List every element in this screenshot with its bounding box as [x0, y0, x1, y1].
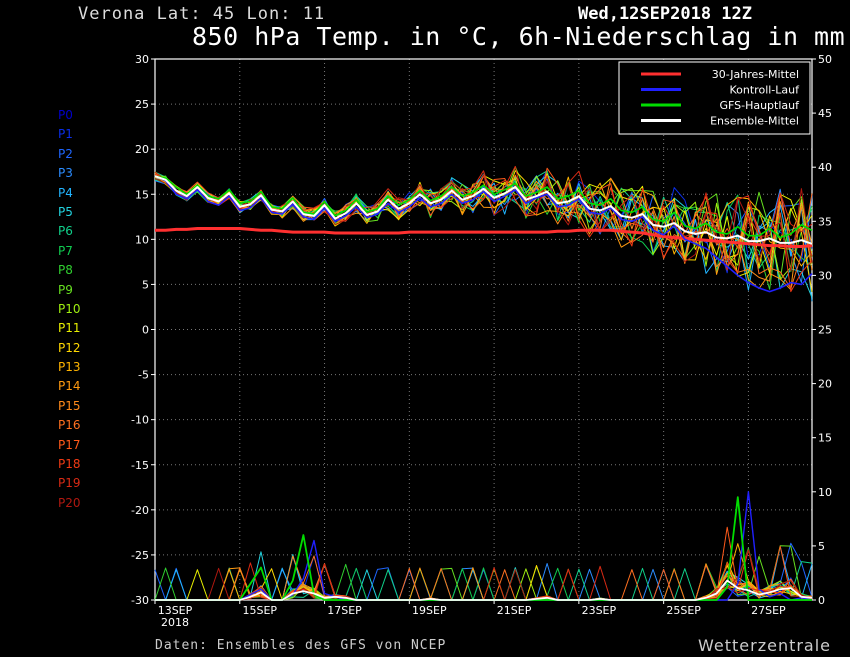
legend-label: Ensemble-Mittel: [710, 115, 799, 128]
y-tick-label-left: -20: [131, 504, 149, 517]
member-label-p4: P4: [58, 185, 73, 200]
x-tick-label: 23SEP: [582, 604, 617, 617]
control-temp-line: [154, 175, 813, 293]
member-label-p14: P14: [58, 379, 81, 394]
ensemble-mean-temp-line: [154, 175, 813, 245]
data-source-note: Daten: Ensembles des GFS von NCEP: [155, 638, 447, 653]
y-tick-label-left: 10: [135, 233, 149, 246]
y-tick-label-right: 0: [818, 594, 825, 607]
y-tick-label-left: 5: [142, 278, 149, 291]
y-tick-label-left: 25: [135, 98, 149, 111]
x-tick-label: 19SEP: [412, 604, 447, 617]
y-tick-label-left: 15: [135, 188, 149, 201]
member-label-p5: P5: [58, 204, 73, 219]
member-label-p0: P0: [58, 108, 73, 122]
y-tick-label-left: 0: [142, 324, 149, 337]
member-label-p19: P19: [58, 476, 81, 491]
x-tick-label: 27SEP: [751, 604, 786, 617]
ensemble-mean-precip-line: [155, 579, 813, 601]
member-label-p20: P20: [58, 495, 81, 510]
location-label: Verona Lat: 45 Lon: 11: [78, 4, 326, 24]
y-tick-label-right: 10: [818, 486, 832, 499]
member-label-p11: P11: [58, 321, 81, 336]
y-tick-label-left: -10: [131, 414, 149, 427]
chart-title: 850 hPa Temp. in °C, 6h-Niederschlag in …: [192, 22, 846, 51]
y-tick-label-right: 30: [818, 269, 832, 282]
y-tick-label-right: 5: [818, 540, 825, 553]
y-tick-label-left: 20: [135, 143, 149, 156]
member-label-p7: P7: [58, 243, 73, 258]
brand-label: Wetterzentrale: [698, 636, 832, 655]
member-label-p12: P12: [58, 340, 81, 355]
y-tick-label-left: -15: [131, 459, 149, 472]
y-tick-label-right: 25: [818, 324, 832, 337]
climate-mean-temp-line: [155, 227, 813, 248]
member-label-p6: P6: [58, 224, 73, 239]
legend-label: 30-Jahres-Mittel: [712, 68, 799, 81]
run-datetime: Wed,12SEP2018 12Z: [578, 4, 752, 24]
member-label-p1: P1: [58, 127, 73, 142]
member-label-p17: P17: [58, 437, 81, 452]
x-tick-label: 25SEP: [666, 604, 701, 617]
y-tick-label-right: 40: [818, 161, 832, 174]
x-tick-label: 17SEP: [327, 604, 362, 617]
member-label-p13: P13: [58, 360, 81, 375]
member-label-p16: P16: [58, 418, 81, 433]
x-tick-label: 21SEP: [497, 604, 532, 617]
member-precip-line-p17: [155, 526, 813, 601]
ensemble-member-list: P0 P1 P2 P3 P4 P5 P6 P7 P8 P9 P10 P11 P12 P13 P14 P15 P1…: [58, 108, 81, 515]
y-tick-label-left: -25: [131, 549, 149, 562]
member-label-p18: P18: [58, 457, 81, 472]
member-label-p15: P15: [58, 398, 81, 413]
member-label-p10: P10: [58, 301, 81, 316]
y-tick-label-right: 35: [818, 215, 832, 228]
y-tick-label-left: -30: [131, 594, 149, 607]
legend-label: Kontroll-Lauf: [730, 84, 801, 97]
member-label-p9: P9: [58, 282, 73, 297]
member-label-p2: P2: [58, 146, 73, 161]
y-tick-label-left: -5: [138, 369, 149, 382]
member-label-p3: P3: [58, 166, 73, 181]
x-tick-label: 13SEP: [158, 604, 193, 617]
legend-label: GFS-Hauptlauf: [719, 99, 800, 112]
x-tick-year-label: 2018: [161, 616, 189, 629]
y-tick-label-right: 45: [818, 107, 832, 120]
y-tick-label-right: 50: [818, 53, 832, 66]
x-tick-label: 15SEP: [242, 604, 277, 617]
member-label-p8: P8: [58, 263, 73, 278]
y-tick-label-right: 15: [818, 432, 832, 445]
y-tick-label-right: 20: [818, 378, 832, 391]
gfs-main-temp-line: [154, 175, 813, 239]
y-tick-label-left: 30: [135, 53, 149, 66]
